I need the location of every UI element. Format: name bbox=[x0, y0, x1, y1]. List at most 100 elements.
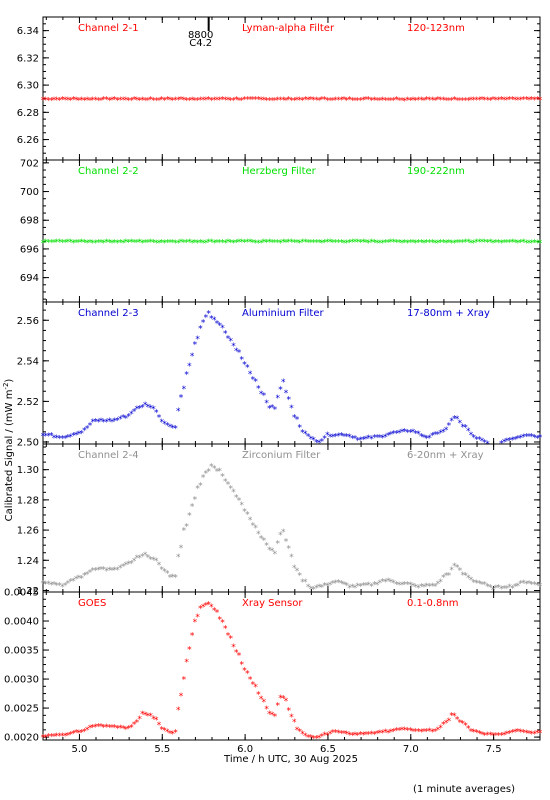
data-point: * bbox=[375, 97, 380, 107]
data-point: * bbox=[394, 238, 399, 248]
data-point: * bbox=[364, 435, 369, 445]
data-point: * bbox=[66, 580, 71, 590]
data-point: * bbox=[253, 239, 258, 249]
data-point: * bbox=[204, 601, 209, 611]
data-point: * bbox=[68, 96, 73, 106]
data-point: * bbox=[477, 436, 482, 446]
data-point: * bbox=[52, 434, 57, 444]
data-point: * bbox=[331, 238, 336, 248]
data-point: * bbox=[85, 239, 90, 249]
data-point: * bbox=[455, 97, 460, 107]
data-point: * bbox=[336, 432, 341, 442]
data-point: * bbox=[129, 238, 134, 248]
panels: 6.26 6.28 6.30 6.32 6.34 Channel 2-1 Lyman-alp… bbox=[4, 16, 543, 755]
data-point: * bbox=[96, 723, 101, 733]
data-point: * bbox=[124, 414, 129, 424]
data-point: * bbox=[248, 675, 253, 685]
data-point: * bbox=[146, 712, 151, 722]
data-point: * bbox=[488, 238, 493, 248]
data-point: * bbox=[455, 563, 460, 573]
data-point: * bbox=[121, 96, 126, 106]
data-point: * bbox=[375, 239, 380, 249]
data-point: * bbox=[494, 732, 499, 742]
data-point: * bbox=[469, 96, 474, 106]
data-point: * bbox=[251, 522, 256, 532]
data-point: * bbox=[154, 409, 159, 419]
data-point: * bbox=[496, 731, 501, 741]
data-point: * bbox=[505, 239, 510, 249]
data-point: * bbox=[320, 239, 325, 249]
data-point: * bbox=[264, 238, 269, 248]
data-point: * bbox=[471, 728, 476, 738]
data-point: * bbox=[397, 238, 402, 248]
data-point: * bbox=[113, 723, 118, 733]
data-point: * bbox=[248, 238, 253, 248]
data-point: * bbox=[449, 417, 454, 427]
data-point: * bbox=[68, 730, 73, 740]
data-point: * bbox=[386, 431, 391, 441]
data-point: * bbox=[93, 417, 98, 427]
data-point: * bbox=[77, 97, 82, 107]
data-point: * bbox=[52, 239, 57, 249]
data-point: * bbox=[57, 582, 62, 592]
data-point: * bbox=[124, 725, 129, 735]
data-point: * bbox=[378, 579, 383, 589]
data-point: * bbox=[71, 730, 76, 740]
data-point: * bbox=[187, 645, 192, 655]
data-point: * bbox=[275, 239, 280, 249]
data-point: * bbox=[380, 729, 385, 739]
data-point: * bbox=[159, 418, 164, 428]
data-point: * bbox=[113, 239, 118, 249]
data-point: * bbox=[295, 238, 300, 248]
data-point: * bbox=[391, 96, 396, 106]
data-point: * bbox=[162, 726, 167, 736]
data-point: * bbox=[452, 712, 457, 722]
data-point: * bbox=[49, 733, 54, 743]
data-point: * bbox=[320, 438, 325, 448]
data-point: * bbox=[483, 238, 488, 248]
data-point: * bbox=[204, 313, 209, 323]
data-point: * bbox=[90, 566, 95, 576]
data-point: * bbox=[88, 238, 93, 248]
data-point: * bbox=[347, 731, 352, 741]
data-point: * bbox=[253, 683, 258, 693]
data-point: * bbox=[193, 495, 198, 505]
data-point: * bbox=[154, 716, 159, 726]
data-point: * bbox=[57, 97, 62, 107]
data-point: * bbox=[532, 581, 537, 591]
data-point: * bbox=[441, 574, 446, 584]
data-point: * bbox=[215, 467, 220, 477]
data-point: * bbox=[201, 239, 206, 249]
data-point: * bbox=[206, 600, 211, 610]
data-point: * bbox=[96, 97, 101, 107]
data-point: * bbox=[168, 573, 173, 583]
data-point: * bbox=[212, 465, 217, 475]
data-point: * bbox=[168, 238, 173, 248]
data-point: * bbox=[510, 436, 515, 446]
data-point: * bbox=[146, 554, 151, 564]
data-point: * bbox=[44, 733, 49, 743]
data-point: * bbox=[140, 239, 145, 249]
data-point: * bbox=[328, 581, 333, 591]
data-point: * bbox=[79, 430, 84, 440]
data-point: * bbox=[137, 404, 142, 414]
data-point: * bbox=[140, 96, 145, 106]
data-point: * bbox=[416, 727, 421, 737]
y-tick-label: 2.50 bbox=[17, 437, 39, 448]
data-point: * bbox=[226, 480, 231, 490]
data-point: * bbox=[226, 238, 231, 248]
data-point: * bbox=[427, 727, 432, 737]
data-point: * bbox=[151, 405, 156, 415]
data-point: * bbox=[44, 238, 49, 248]
data-point: * bbox=[217, 96, 222, 106]
data-point: * bbox=[110, 239, 115, 249]
data-point: * bbox=[430, 238, 435, 248]
y-tick-label: 2.54 bbox=[17, 356, 39, 367]
data-point: * bbox=[44, 432, 49, 442]
data-point: * bbox=[104, 723, 109, 733]
data-point: * bbox=[521, 433, 526, 443]
data-point: * bbox=[471, 239, 476, 249]
data-point: * bbox=[524, 729, 529, 739]
data-point: * bbox=[491, 239, 496, 249]
